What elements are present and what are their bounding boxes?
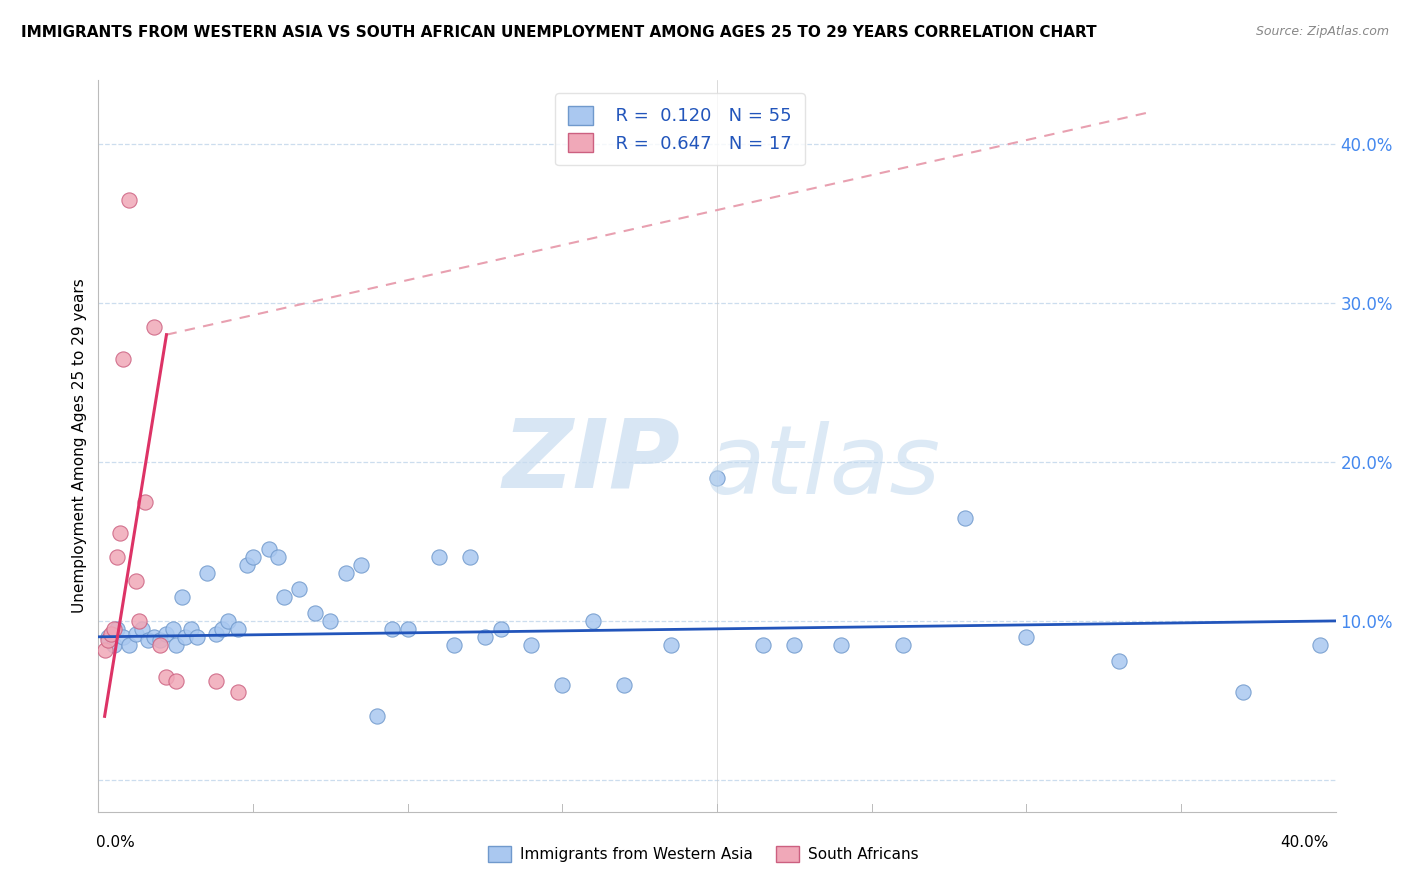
Text: Source: ZipAtlas.com: Source: ZipAtlas.com: [1256, 25, 1389, 38]
Point: [427, 550, 450, 565]
Point: [381, 622, 404, 636]
Point: [458, 550, 481, 565]
Point: [257, 542, 280, 557]
Point: [273, 590, 295, 604]
Point: [149, 632, 172, 647]
Point: [366, 709, 388, 723]
Point: [520, 638, 543, 652]
Point: [195, 566, 218, 581]
Point: [93, 642, 115, 657]
Text: 0.0%: 0.0%: [96, 836, 135, 850]
Point: [162, 622, 184, 636]
Point: [97, 630, 120, 644]
Point: [613, 677, 636, 691]
Point: [752, 638, 775, 652]
Point: [174, 630, 197, 644]
Point: [1309, 638, 1331, 652]
Point: [165, 638, 187, 652]
Point: [443, 638, 465, 652]
Point: [97, 632, 120, 647]
Point: [783, 638, 806, 652]
Legend:   R =  0.120   N = 55,   R =  0.647   N = 17: R = 0.120 N = 55, R = 0.647 N = 17: [555, 93, 804, 165]
Point: [350, 558, 373, 573]
Point: [551, 677, 574, 691]
Point: [205, 626, 228, 640]
Point: [236, 558, 259, 573]
Point: [267, 550, 290, 565]
Point: [205, 674, 228, 689]
Point: [217, 614, 239, 628]
Point: [474, 630, 496, 644]
Point: [288, 582, 311, 596]
Point: [108, 526, 131, 541]
Point: [170, 590, 193, 604]
Point: [165, 674, 187, 689]
Point: [1015, 630, 1038, 644]
Legend: Immigrants from Western Asia, South Africans: Immigrants from Western Asia, South Afri…: [482, 840, 924, 868]
Point: [112, 630, 135, 644]
Text: IMMIGRANTS FROM WESTERN ASIA VS SOUTH AFRICAN UNEMPLOYMENT AMONG AGES 25 TO 29 Y: IMMIGRANTS FROM WESTERN ASIA VS SOUTH AF…: [21, 25, 1097, 40]
Point: [103, 638, 125, 652]
Point: [112, 351, 135, 366]
Point: [105, 622, 128, 636]
Text: ZIP: ZIP: [502, 414, 681, 508]
Point: [242, 550, 264, 565]
Point: [489, 622, 512, 636]
Y-axis label: Unemployment Among Ages 25 to 29 years: Unemployment Among Ages 25 to 29 years: [72, 278, 87, 614]
Point: [143, 630, 166, 644]
Point: [143, 319, 166, 334]
Point: [134, 494, 156, 508]
Point: [396, 622, 419, 636]
Point: [124, 626, 146, 640]
Point: [131, 622, 153, 636]
Point: [953, 510, 976, 524]
Point: [105, 550, 128, 565]
Point: [211, 622, 233, 636]
Point: [149, 638, 172, 652]
Point: [180, 622, 202, 636]
Point: [226, 622, 249, 636]
Point: [118, 638, 141, 652]
Point: [100, 626, 122, 640]
Point: [304, 606, 326, 620]
Point: [891, 638, 914, 652]
Point: [103, 622, 125, 636]
Point: [830, 638, 852, 652]
Text: atlas: atlas: [704, 421, 939, 515]
Point: [155, 626, 177, 640]
Point: [128, 614, 150, 628]
Point: [118, 193, 141, 207]
Point: [124, 574, 146, 589]
Point: [582, 614, 605, 628]
Point: [659, 638, 682, 652]
Point: [1232, 685, 1254, 699]
Point: [155, 669, 177, 683]
Point: [136, 632, 159, 647]
Point: [226, 685, 249, 699]
Point: [335, 566, 357, 581]
Point: [186, 630, 208, 644]
Point: [319, 614, 342, 628]
Point: [706, 471, 728, 485]
Point: [1108, 654, 1130, 668]
Text: 40.0%: 40.0%: [1281, 836, 1329, 850]
